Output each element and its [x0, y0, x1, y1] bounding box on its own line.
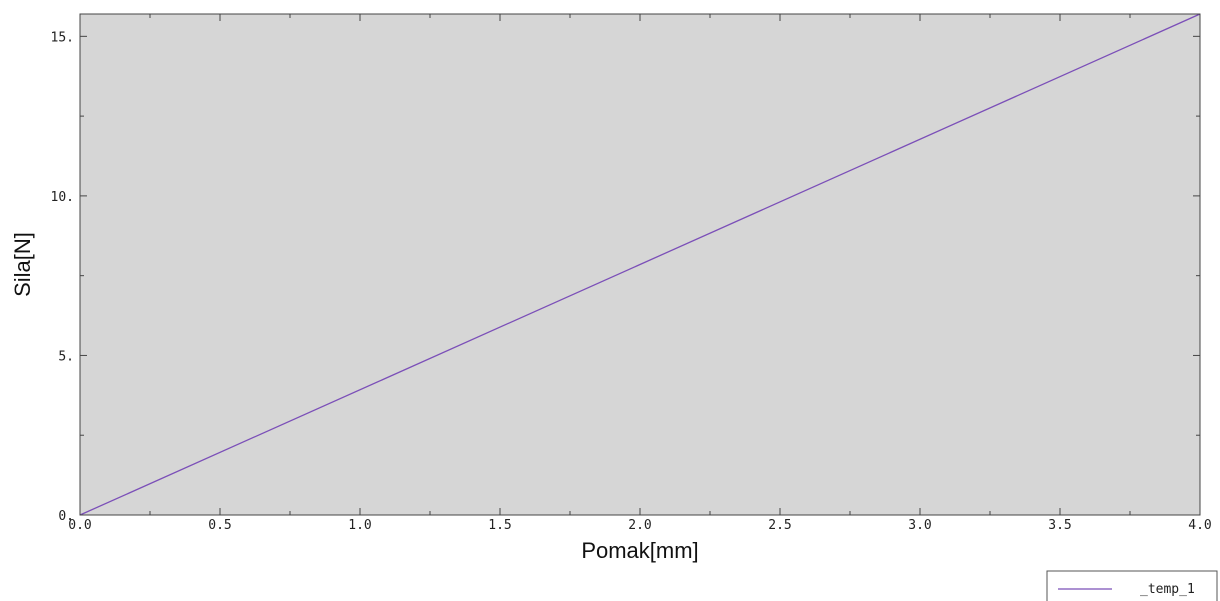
x-tick-label: 3.5 [1048, 518, 1071, 533]
x-tick-label: 4.0 [1188, 518, 1211, 533]
y-tick-label: 15. [51, 30, 74, 45]
legend: _temp_1 [1046, 570, 1218, 601]
y-tick-label: 0. [58, 509, 74, 524]
y-tick-label: 5. [58, 349, 74, 364]
series-line-0 [79, 13, 1201, 516]
series-layer [79, 13, 1201, 516]
tick-labels: 0.0 0.5 1.0 1.5 2.0 2.5 3.0 3.5 4.0 0. 5. 10. 15. [51, 30, 1212, 533]
x-tick-label: 1.0 [348, 518, 371, 533]
legend-box [1046, 570, 1218, 601]
legend-label-temp-1: _temp_1 [1140, 582, 1195, 597]
x-tick-label: 2.0 [628, 518, 651, 533]
x-tick-label: 0.0 [68, 518, 91, 533]
x-tick-label: 3.0 [908, 518, 931, 533]
y-tick-label: 10. [51, 190, 74, 205]
plot-frame [79, 13, 1201, 516]
x-tick-label: 1.5 [488, 518, 511, 533]
x-tick-label: 2.5 [768, 518, 791, 533]
x-tick-label: 0.5 [208, 518, 231, 533]
y-axis-title: Sila[N] [10, 232, 35, 297]
x-axis-title: Pomak[mm] [581, 538, 698, 563]
